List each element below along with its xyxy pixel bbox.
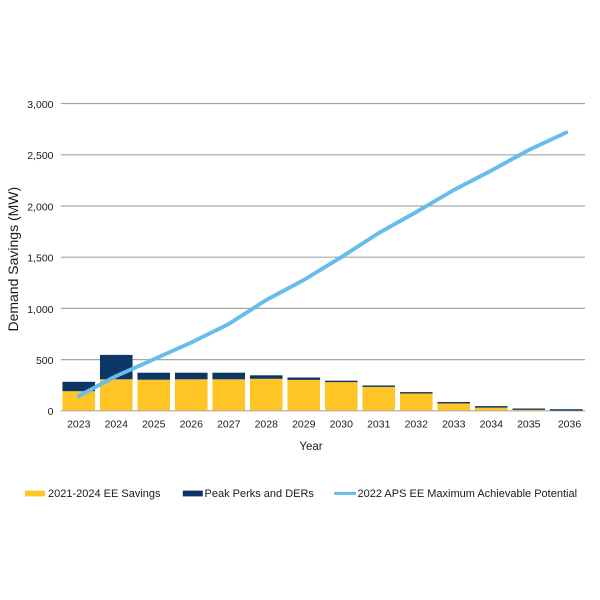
svg-text:2034: 2034	[480, 418, 504, 430]
svg-text:2032: 2032	[405, 418, 429, 430]
svg-text:2030: 2030	[330, 418, 354, 430]
svg-text:1,500: 1,500	[27, 253, 53, 265]
svg-text:2021-2024 EE Savings: 2021-2024 EE Savings	[48, 488, 161, 500]
svg-text:2033: 2033	[442, 418, 466, 430]
svg-text:Year: Year	[299, 441, 322, 453]
svg-text:1,000: 1,000	[27, 304, 53, 316]
svg-text:2036: 2036	[558, 418, 582, 430]
svg-text:Peak Perks and DERs: Peak Perks and DERs	[205, 488, 315, 500]
svg-text:2,000: 2,000	[27, 201, 53, 213]
svg-text:2029: 2029	[292, 418, 316, 430]
svg-text:2024: 2024	[105, 418, 129, 430]
svg-text:2,500: 2,500	[27, 150, 53, 162]
svg-text:2026: 2026	[180, 418, 204, 430]
svg-text:2023: 2023	[67, 418, 91, 430]
svg-text:3,000: 3,000	[27, 99, 53, 111]
svg-text:2031: 2031	[367, 418, 391, 430]
svg-text:2022 APS EE Maximum Achievable: 2022 APS EE Maximum Achievable Potential	[358, 488, 578, 500]
svg-text:2035: 2035	[517, 418, 541, 430]
svg-text:2025: 2025	[142, 418, 166, 430]
svg-text:0: 0	[48, 406, 54, 418]
svg-text:Demand Savings (MW): Demand Savings (MW)	[5, 187, 21, 332]
svg-text:2028: 2028	[255, 418, 279, 430]
svg-text:500: 500	[36, 355, 54, 367]
svg-text:2027: 2027	[217, 418, 241, 430]
